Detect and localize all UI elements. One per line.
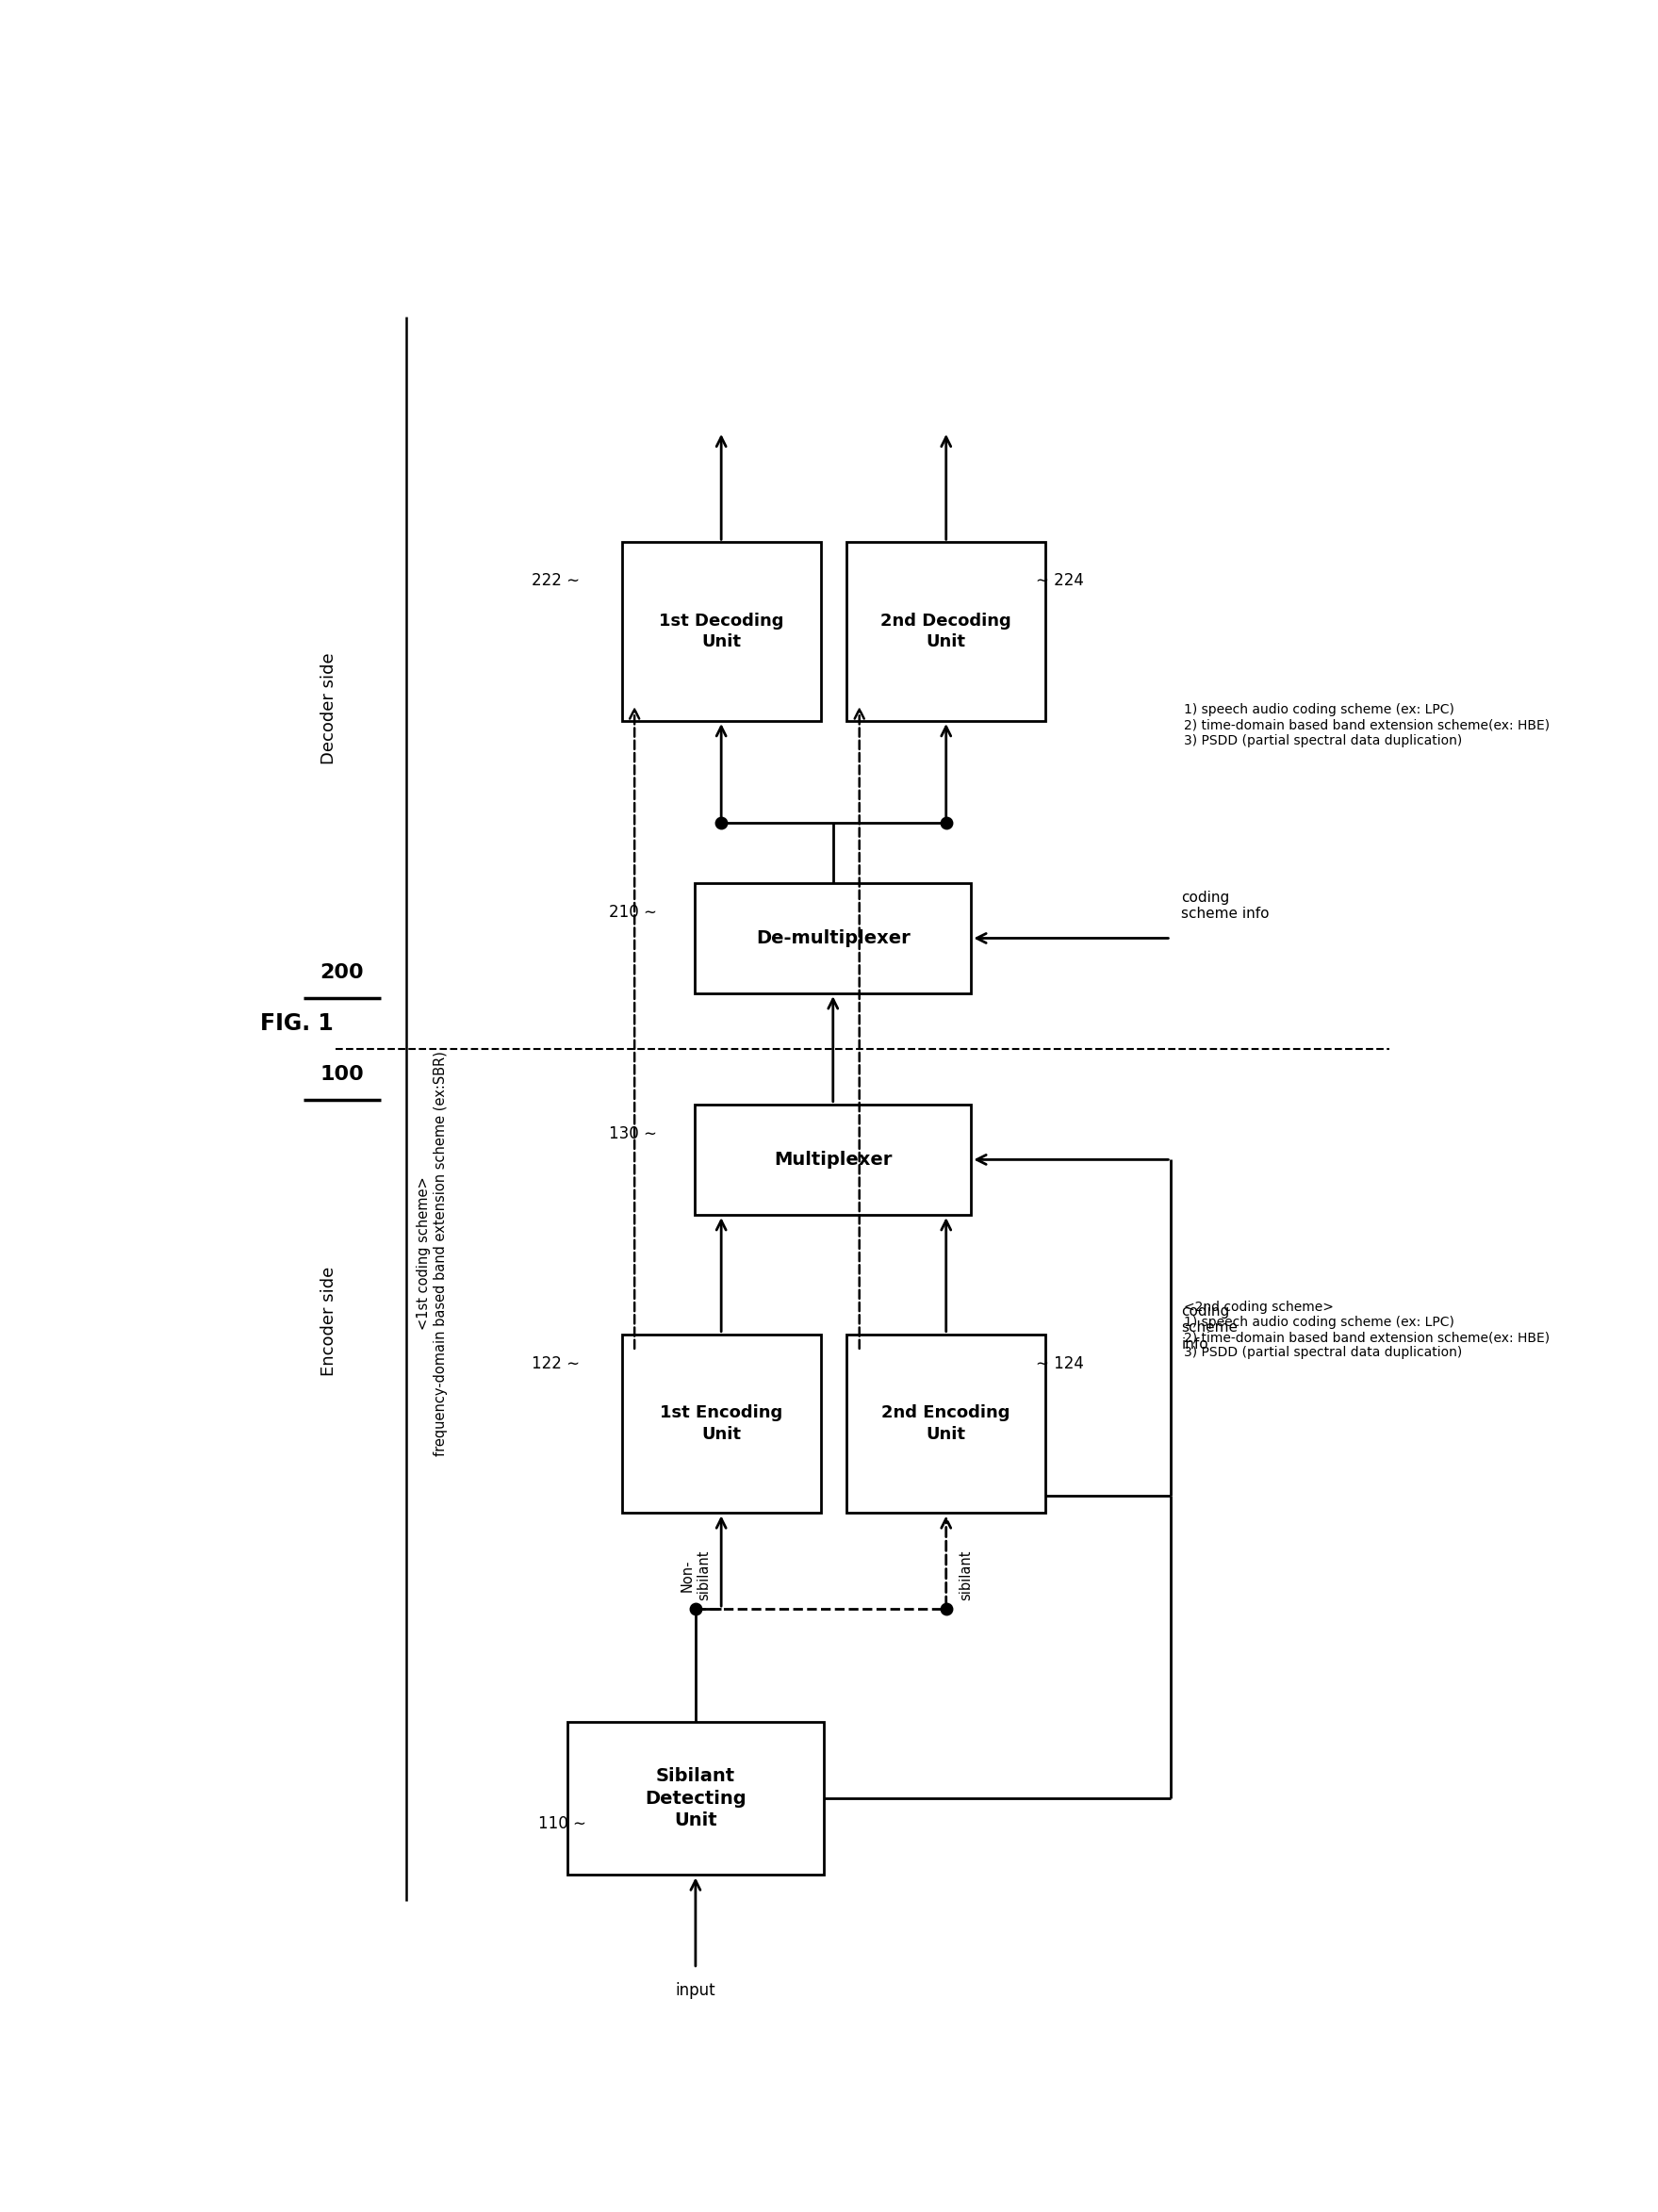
Text: sibilant: sibilant — [958, 1551, 973, 1599]
Text: 222 ∼: 222 ∼ — [532, 573, 580, 588]
Text: 200: 200 — [320, 962, 365, 982]
Text: 2nd Decoding
Unit: 2nd Decoding Unit — [880, 613, 1011, 650]
Bar — [847, 542, 1046, 721]
Bar — [847, 1334, 1046, 1513]
Text: 1st Decoding
Unit: 1st Decoding Unit — [658, 613, 784, 650]
Text: Decoder side: Decoder side — [322, 653, 338, 763]
Text: ∼ 124: ∼ 124 — [1036, 1356, 1084, 1371]
Bar — [622, 1334, 821, 1513]
Bar — [695, 883, 972, 993]
Text: 100: 100 — [320, 1064, 365, 1084]
Bar — [695, 1104, 972, 1214]
Text: 210 ∼: 210 ∼ — [608, 905, 657, 920]
Text: 110 ∼: 110 ∼ — [539, 1816, 587, 1832]
Text: 2nd Encoding
Unit: 2nd Encoding Unit — [882, 1405, 1010, 1442]
Text: Multiplexer: Multiplexer — [774, 1150, 892, 1168]
Text: coding
scheme info: coding scheme info — [1180, 891, 1270, 920]
Bar — [567, 1721, 824, 1876]
Text: <2nd coding scheme>
1) speech audio coding scheme (ex: LPC)
2) time-domain based: <2nd coding scheme> 1) speech audio codi… — [1184, 1301, 1550, 1360]
Text: coding
scheme
info: coding scheme info — [1180, 1305, 1239, 1352]
Text: FIG. 1: FIG. 1 — [260, 1013, 333, 1035]
Text: 122 ∼: 122 ∼ — [532, 1356, 580, 1371]
Text: ∼ 224: ∼ 224 — [1036, 573, 1084, 588]
Text: Encoder side: Encoder side — [322, 1267, 338, 1376]
Text: <1st coding scheme>
frequency-domain based band extension scheme (ex:SBR): <1st coding scheme> frequency-domain bas… — [416, 1051, 448, 1455]
Text: De-multiplexer: De-multiplexer — [756, 929, 910, 947]
Text: 130 ∼: 130 ∼ — [608, 1126, 657, 1144]
Text: input: input — [675, 1982, 716, 2000]
Text: Sibilant
Detecting
Unit: Sibilant Detecting Unit — [645, 1767, 746, 1829]
Text: 1) speech audio coding scheme (ex: LPC)
2) time-domain based band extension sche: 1) speech audio coding scheme (ex: LPC) … — [1184, 703, 1550, 748]
Text: Non-
sibilant: Non- sibilant — [680, 1551, 711, 1599]
Text: 1st Encoding
Unit: 1st Encoding Unit — [660, 1405, 783, 1442]
Bar — [622, 542, 821, 721]
